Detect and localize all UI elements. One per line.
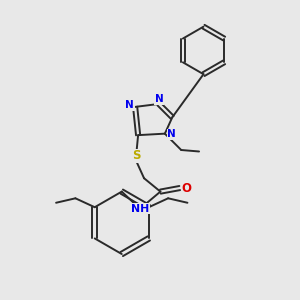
Text: NH: NH	[131, 204, 150, 214]
Text: N: N	[125, 100, 134, 110]
Text: S: S	[132, 149, 141, 162]
Text: N: N	[154, 94, 163, 104]
Text: N: N	[167, 129, 176, 139]
Text: O: O	[181, 182, 191, 194]
